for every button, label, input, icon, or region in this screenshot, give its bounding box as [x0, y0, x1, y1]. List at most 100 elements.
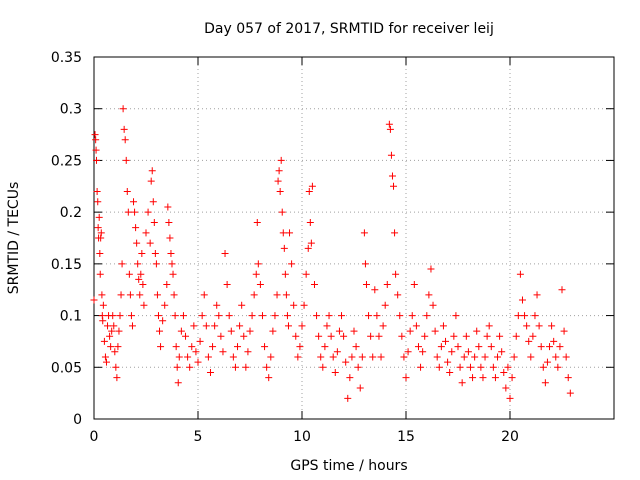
data-point: [99, 301, 107, 309]
data-point: [335, 327, 343, 335]
data-point: [90, 296, 98, 304]
data-point: [275, 167, 283, 175]
data-point: [166, 234, 174, 242]
data-point: [437, 343, 445, 351]
data-point: [240, 332, 248, 340]
data-point: [529, 332, 537, 340]
data-point: [150, 218, 158, 226]
y-tick-label: 0.35: [51, 50, 82, 66]
data-point: [121, 136, 129, 144]
data-point: [381, 301, 389, 309]
data-point: [556, 343, 564, 351]
data-point: [184, 353, 192, 361]
data-point: [348, 353, 356, 361]
data-point: [419, 348, 427, 356]
data-point: [506, 394, 514, 402]
data-point: [171, 312, 179, 320]
data-point: [133, 239, 141, 247]
data-point: [541, 379, 549, 387]
data-point: [361, 260, 369, 268]
data-point: [213, 301, 221, 309]
data-point: [113, 374, 121, 382]
data-point: [548, 322, 556, 330]
data-point: [110, 322, 118, 330]
data-point: [475, 343, 483, 351]
data-point: [117, 291, 125, 299]
data-point: [558, 286, 566, 294]
data-point: [267, 353, 275, 361]
data-point: [552, 353, 560, 361]
data-point: [371, 286, 379, 294]
data-point: [514, 312, 522, 320]
data-point: [156, 327, 164, 335]
data-point: [234, 343, 242, 351]
data-point: [209, 343, 217, 351]
data-point: [137, 270, 145, 278]
data-point: [402, 374, 410, 382]
data-point: [508, 374, 516, 382]
data-point: [190, 322, 198, 330]
data-point: [280, 244, 288, 252]
data-point: [300, 301, 308, 309]
data-point: [242, 363, 250, 371]
x-tick-label: 10: [293, 429, 311, 445]
data-point: [253, 218, 261, 226]
grid: [94, 57, 614, 419]
data-point: [126, 291, 134, 299]
data-point: [373, 312, 381, 320]
data-point: [379, 322, 387, 330]
data-point: [410, 281, 418, 289]
data-point: [173, 363, 181, 371]
data-point: [94, 198, 102, 206]
data-point: [130, 198, 138, 206]
data-point: [159, 317, 167, 325]
data-point: [354, 363, 362, 371]
data-point: [170, 291, 178, 299]
data-point: [131, 208, 139, 216]
data-point: [458, 379, 466, 387]
plot-frame: [93, 56, 615, 420]
data-point: [175, 353, 183, 361]
data-point: [196, 337, 204, 345]
data-point: [94, 224, 102, 232]
data-point: [127, 312, 135, 320]
data-point: [107, 343, 115, 351]
data-point: [454, 343, 462, 351]
data-point: [367, 332, 375, 340]
data-point: [177, 327, 185, 335]
data-point: [298, 322, 306, 330]
data-point: [179, 312, 187, 320]
chart-title: Day 057 of 2017, SRMTID for receiver lei…: [204, 21, 494, 37]
data-point: [115, 327, 123, 335]
data-point: [562, 353, 570, 361]
data-point: [317, 353, 325, 361]
data-point: [360, 229, 368, 237]
data-point: [172, 343, 180, 351]
data-point: [229, 353, 237, 361]
data-point: [427, 265, 435, 273]
data-point: [387, 151, 395, 159]
data-point: [331, 368, 339, 376]
data-point: [92, 146, 100, 154]
data-point: [535, 322, 543, 330]
data-point: [471, 353, 479, 361]
data-point: [147, 177, 155, 185]
data-point: [238, 301, 246, 309]
data-point: [500, 368, 508, 376]
data-point: [225, 312, 233, 320]
data-point: [246, 327, 254, 335]
data-point: [168, 260, 176, 268]
data-point: [152, 260, 160, 268]
data-point: [146, 239, 154, 247]
data-point: [288, 260, 296, 268]
data-point: [277, 156, 285, 164]
data-point: [444, 358, 452, 366]
data-point: [123, 187, 131, 195]
data-point: [236, 322, 244, 330]
y-axis-label: SRMTID / TECUs: [6, 182, 22, 295]
data-point: [469, 374, 477, 382]
data-point: [466, 363, 474, 371]
data-point: [271, 312, 279, 320]
data-point: [188, 343, 196, 351]
data-point: [452, 312, 460, 320]
